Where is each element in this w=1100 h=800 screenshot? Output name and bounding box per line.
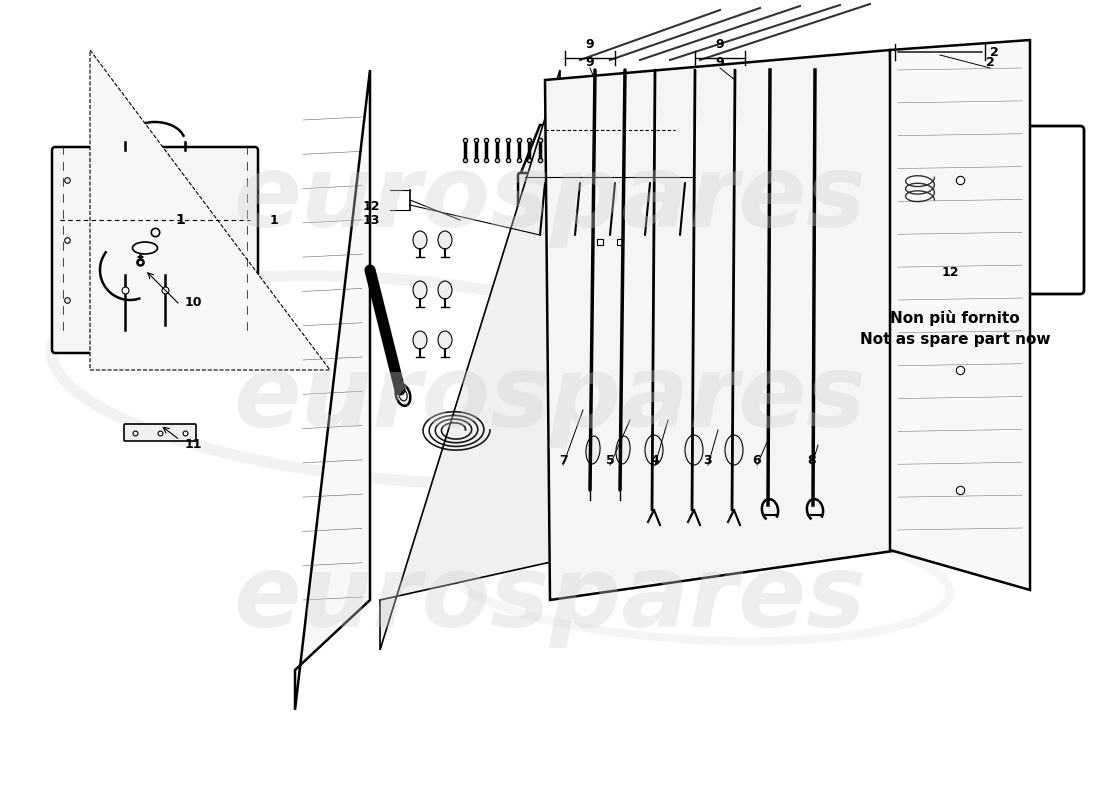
FancyBboxPatch shape	[52, 147, 258, 353]
Ellipse shape	[725, 435, 742, 465]
Text: Non più fornito: Non più fornito	[890, 310, 1020, 326]
Ellipse shape	[396, 384, 410, 406]
Text: 2: 2	[986, 57, 994, 70]
Text: 4: 4	[650, 454, 659, 466]
Polygon shape	[379, 70, 560, 650]
Text: 7: 7	[559, 454, 568, 466]
Text: eurospares: eurospares	[233, 151, 867, 249]
Text: 12: 12	[363, 200, 379, 213]
Ellipse shape	[616, 436, 630, 464]
FancyBboxPatch shape	[826, 126, 1084, 294]
Ellipse shape	[438, 331, 452, 349]
Text: 9: 9	[716, 57, 724, 70]
Text: 9: 9	[716, 38, 724, 51]
Polygon shape	[544, 50, 900, 600]
Text: eurospares: eurospares	[233, 551, 867, 649]
Text: 2: 2	[990, 46, 999, 58]
Text: 1: 1	[175, 213, 185, 227]
Text: 11: 11	[185, 438, 202, 451]
Text: 9: 9	[585, 57, 594, 70]
Text: Not as spare part now: Not as spare part now	[860, 332, 1050, 347]
Ellipse shape	[586, 436, 601, 464]
Polygon shape	[90, 50, 330, 370]
Text: eurospares: eurospares	[233, 351, 867, 449]
Ellipse shape	[685, 435, 703, 465]
Polygon shape	[295, 70, 370, 710]
Text: 12: 12	[942, 266, 959, 278]
Text: 8: 8	[807, 454, 816, 466]
Ellipse shape	[645, 435, 663, 465]
FancyBboxPatch shape	[518, 173, 702, 247]
Ellipse shape	[412, 281, 427, 299]
Polygon shape	[520, 125, 700, 175]
FancyBboxPatch shape	[124, 424, 196, 441]
Text: 3: 3	[704, 454, 713, 466]
Text: 6: 6	[752, 454, 761, 466]
Text: 13: 13	[363, 214, 379, 226]
Text: 5: 5	[606, 454, 615, 466]
FancyBboxPatch shape	[928, 158, 972, 187]
Ellipse shape	[412, 331, 427, 349]
Ellipse shape	[438, 231, 452, 249]
Text: 9: 9	[585, 38, 594, 51]
Ellipse shape	[412, 231, 427, 249]
Text: 10: 10	[185, 295, 202, 309]
Text: 1: 1	[270, 214, 278, 226]
Ellipse shape	[438, 281, 452, 299]
Polygon shape	[890, 40, 1030, 590]
